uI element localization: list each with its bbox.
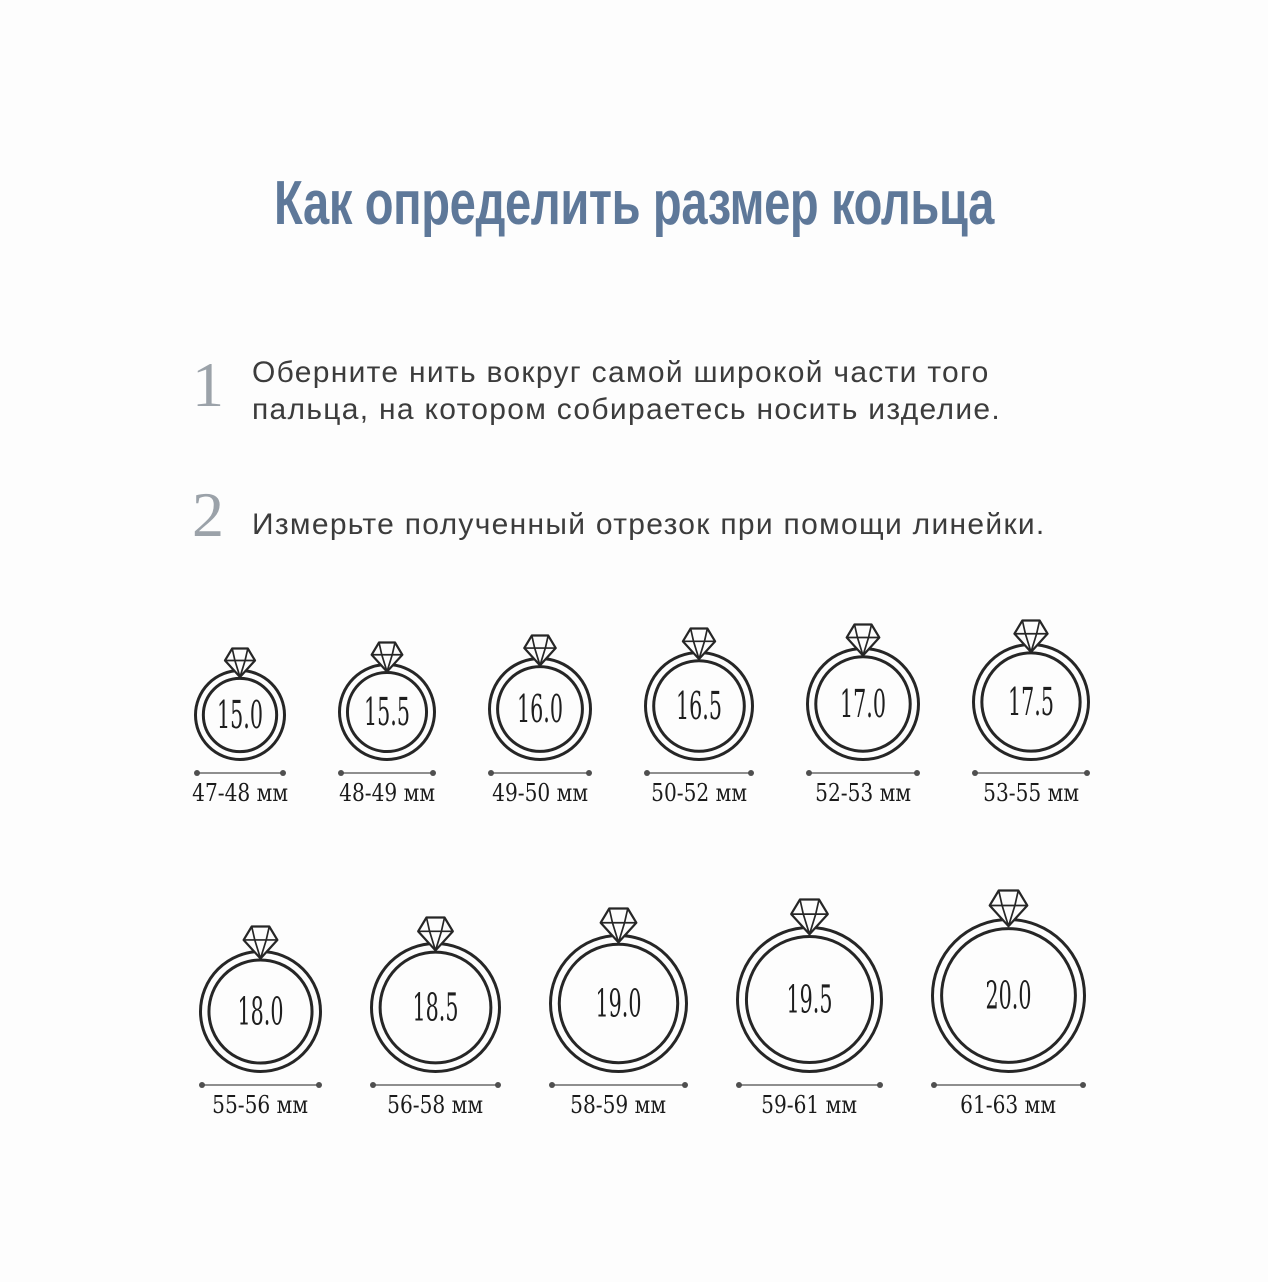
- ring-circumference-label: 61-63 мм: [960, 1091, 1056, 1119]
- ring-row-1: 15.0 47-48 мм 15.5 48-49 мм 16.0 49-50 мм 16.5…: [8, 606, 1268, 806]
- ring-circumference-label: 48-49 мм: [339, 779, 435, 807]
- ring-circumference-label: 47-48 мм: [192, 779, 288, 807]
- ring-size-label: 17.0: [840, 682, 886, 726]
- step-2: 2 Измерьте полученный отрезок при помощи…: [182, 480, 1046, 550]
- circumference-line: [735, 1082, 883, 1088]
- step-2-number: 2: [192, 479, 224, 550]
- ring-size-label: 15.0: [217, 693, 263, 737]
- diamond-icon: [599, 907, 637, 944]
- diamond-icon: [523, 634, 557, 667]
- ring-circumference-label: 58-59 мм: [570, 1091, 666, 1119]
- step-1: 1 Оберните нить вокруг самой широкой час…: [182, 350, 1001, 428]
- circumference-line: [806, 770, 920, 776]
- ring-size-label: 20.0: [985, 974, 1031, 1018]
- diamond-icon: [1013, 619, 1049, 654]
- ring-size-label: 16.5: [676, 684, 722, 728]
- ring-size-label: 18.0: [237, 990, 283, 1034]
- ring-size-label: 17.5: [1008, 680, 1054, 724]
- ring-illustration: 15.5: [338, 641, 436, 761]
- ring-illustration: 16.0: [488, 634, 592, 761]
- ring-item: 19.5 59-61 мм: [735, 898, 883, 1119]
- ring-illustration: 18.0: [198, 925, 322, 1073]
- diamond-icon: [223, 647, 257, 679]
- ring-illustration: 19.5: [735, 898, 883, 1073]
- ring-circumference-label: 49-50 мм: [492, 779, 588, 807]
- step-1-number: 1: [192, 349, 224, 420]
- ring-item: 20.0 61-63 мм: [930, 889, 1086, 1119]
- circumference-line: [338, 770, 436, 776]
- circumference-line: [369, 1082, 501, 1088]
- ring-illustration: 18.5: [369, 916, 501, 1073]
- ring-item: 15.0 47-48 мм: [192, 647, 288, 807]
- ring-size-label: 19.0: [595, 982, 641, 1026]
- ring-item: 19.0 58-59 мм: [548, 907, 688, 1119]
- diamond-icon: [416, 916, 454, 952]
- ring-illustration: 16.5: [644, 627, 754, 761]
- ring-circumference-label: 56-58 мм: [387, 1091, 483, 1119]
- ring-size-label: 16.0: [517, 687, 563, 731]
- ring-illustration: 19.0: [548, 907, 688, 1073]
- circumference-line: [930, 1082, 1086, 1088]
- ring-item: 18.5 56-58 мм: [369, 916, 501, 1119]
- step-1-line-2: пальца, на котором собираетесь носить из…: [252, 393, 1002, 426]
- step-1-text: Оберните нить вокруг самой широкой части…: [252, 354, 1001, 428]
- ring-size-label: 15.5: [364, 690, 410, 734]
- circumference-line: [644, 770, 754, 776]
- ring-circumference-label: 59-61 мм: [761, 1091, 857, 1119]
- circumference-line: [488, 770, 592, 776]
- ring-circumference-label: 50-52 мм: [651, 779, 747, 807]
- ring-illustration: 15.0: [194, 647, 286, 761]
- ring-item: 18.0 55-56 мм: [198, 925, 322, 1119]
- diamond-icon: [789, 898, 829, 936]
- ring-size-label: 18.5: [412, 986, 458, 1030]
- ring-item: 15.5 48-49 мм: [338, 641, 436, 806]
- circumference-line: [972, 770, 1090, 776]
- step-1-line-1: Оберните нить вокруг самой широкой части…: [252, 356, 990, 389]
- diamond-icon: [242, 925, 278, 960]
- ring-size-label: 19.5: [786, 978, 832, 1022]
- diamond-icon: [845, 623, 881, 657]
- step-2-line-1: Измерьте полученный отрезок при помощи л…: [252, 508, 1046, 541]
- ring-circumference-label: 52-53 мм: [815, 779, 911, 807]
- ring-item: 16.0 49-50 мм: [488, 634, 592, 806]
- page-title: Как определить размер кольца: [274, 169, 994, 238]
- ring-item: 17.5 53-55 мм: [972, 619, 1090, 806]
- ring-circumference-label: 55-56 мм: [212, 1091, 308, 1119]
- step-2-text: Измерьте полученный отрезок при помощи л…: [252, 506, 1046, 543]
- diamond-icon: [370, 641, 404, 673]
- diamond-icon: [681, 627, 717, 661]
- ring-row-2: 18.0 55-56 мм 18.5 56-58 мм 19.0 58-59 мм 19.5…: [8, 884, 1268, 1118]
- ring-item: 17.0 52-53 мм: [806, 623, 920, 806]
- ring-illustration: 17.0: [806, 623, 920, 761]
- circumference-line: [194, 770, 286, 776]
- ring-illustration: 17.5: [972, 619, 1090, 761]
- ring-illustration: 20.0: [930, 889, 1086, 1073]
- ring-circumference-label: 53-55 мм: [983, 779, 1079, 807]
- diamond-icon: [988, 889, 1028, 928]
- circumference-line: [548, 1082, 688, 1088]
- ring-item: 16.5 50-52 мм: [644, 627, 754, 806]
- circumference-line: [198, 1082, 322, 1088]
